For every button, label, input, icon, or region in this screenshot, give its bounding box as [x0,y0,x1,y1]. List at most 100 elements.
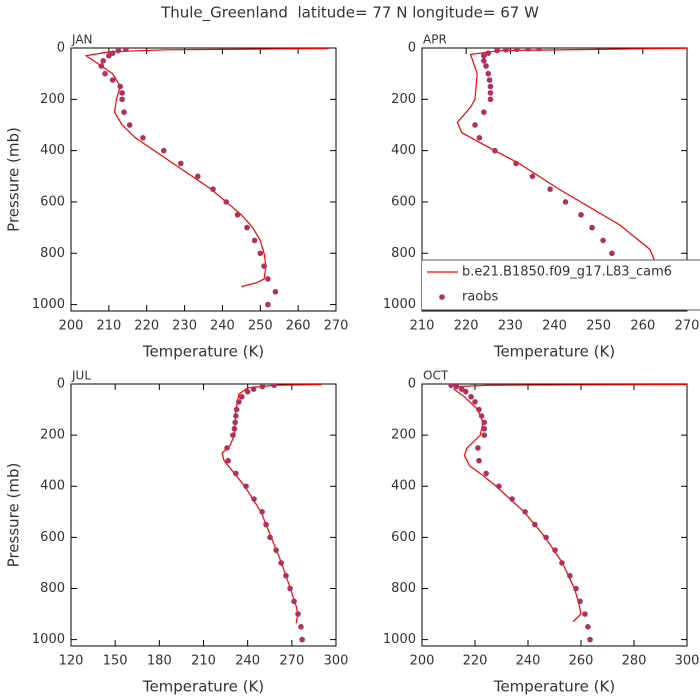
obs-point [513,160,519,167]
obs-point [453,384,460,390]
x-tick-label: 230 [498,319,523,334]
y-axis-label: Pressure (mb) [5,463,23,568]
x-tick-label: 210 [191,654,216,669]
obs-point [478,413,485,419]
x-tick-label: 300 [675,654,700,669]
y-tick-label: 600 [391,530,416,545]
x-tick-label: 270 [279,654,304,669]
obs-point [233,413,239,419]
obs-point [483,63,489,69]
y-tick-label: 400 [391,143,416,158]
obs-point [609,250,615,257]
obs-point [225,457,231,464]
y-tick-label: 200 [391,92,416,107]
obs-point [496,483,502,490]
y-tick-label: 400 [40,479,65,494]
panel: OCT 0 200 400 600 800 1000 200 220 240 260 280 300 Te… [383,369,700,696]
y-tick-label: 400 [391,479,416,494]
y-tick-label: 1000 [383,632,416,647]
obs-point [250,386,257,392]
obs-point [251,237,258,244]
x-tick-label: 210 [410,319,435,334]
panel: APR 0 200 400 600 800 1000 210 220 230 240 250 260 27… [383,33,700,361]
obs-point [494,48,500,54]
obs-point [600,237,606,244]
y-tick-label: 0 [57,41,65,56]
obs-point [481,58,487,64]
obs-point [244,388,251,395]
x-axis-label: Temperature (K) [493,343,615,361]
obs-point [585,624,591,630]
obs-point [468,393,474,400]
obs-point [481,109,487,115]
x-tick-label: 240 [210,319,235,334]
obs-point [234,211,241,218]
obs-point [119,90,125,96]
obs-point [263,521,269,528]
x-axis-label: Temperature (K) [142,678,264,696]
x-tick-label: 240 [235,654,260,669]
legend-box [422,260,700,310]
obs-point [271,384,277,389]
y-tick-label: 800 [40,246,65,261]
obs-point [509,496,515,502]
obs-point [195,173,201,180]
obs-point [476,135,483,141]
legend-label: b.e21.B1850.f09_g17.L83_cam6 [462,265,672,280]
obs-point [481,432,488,438]
obs-point [259,509,265,515]
obs-point [462,388,469,395]
obs-point [587,636,593,643]
obs-point [230,432,236,438]
y-tick-label: 200 [40,428,65,443]
x-tick-label: 260 [286,319,311,334]
x-tick-label: 260 [569,654,594,669]
y-tick-label: 0 [408,41,416,56]
obs-point [100,58,106,64]
obs-point [243,483,249,490]
x-tick-label: 240 [542,319,567,334]
x-tick-label: 220 [463,654,488,669]
plot-frame [70,47,337,312]
obs-point [486,77,493,83]
y-tick-label: 800 [40,581,65,596]
obs-point [522,509,528,515]
x-tick-label: 240 [516,654,541,669]
obs-point [483,470,489,477]
plot-frame [421,383,688,647]
legend-label: raobs [462,290,499,305]
panel-title: JAN [71,33,93,47]
obs-point [123,48,129,53]
obs-point [299,636,305,643]
x-tick-label: 200 [59,319,84,334]
panel: JAN 0 200 400 600 800 1000 200 210 220 230 240 250 26… [5,33,349,361]
y-tick-label: 1000 [32,632,65,647]
obs-point [287,585,293,592]
y-tick-label: 1000 [383,297,416,312]
x-tick-label: 220 [454,319,479,334]
obs-point [567,572,573,579]
y-tick-label: 600 [391,194,416,209]
y-tick-label: 800 [391,246,416,261]
obs-point [492,147,498,154]
y-axis-label: Pressure (mb) [5,127,23,232]
obs-point [481,419,488,426]
obs-point [251,496,257,502]
x-axis-label: Temperature (K) [493,678,615,696]
obs-point [481,52,487,59]
obs-point [98,63,105,69]
plot-area [448,384,687,643]
obs-point [106,52,112,59]
obs-point [562,199,569,205]
y-tick-label: 1000 [32,297,65,312]
obs-point [102,70,108,77]
x-tick-label: 280 [622,654,647,669]
obs-point [547,186,553,192]
obs-point [265,301,271,308]
obs-point [582,611,588,617]
obs-point [536,48,542,52]
obs-point [485,70,492,77]
obs-point [115,48,122,54]
profile-line [452,384,687,623]
obs-point [140,135,146,141]
